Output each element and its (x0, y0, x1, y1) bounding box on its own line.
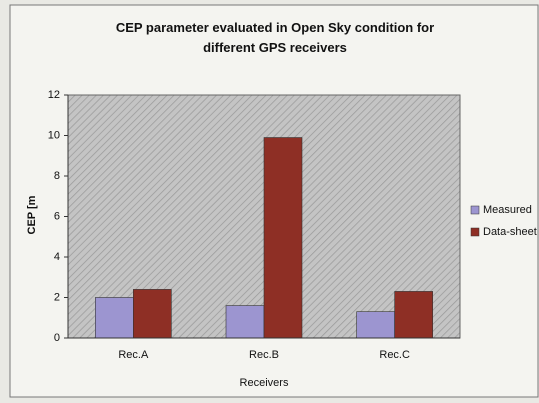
legend-swatch (470, 227, 480, 237)
y-tick-label: 0 (54, 332, 60, 344)
bar (394, 291, 433, 339)
y-tick-label: 12 (48, 89, 60, 101)
x-tick-label: Rec.C (379, 349, 410, 361)
x-tick-label: Rec.B (249, 349, 279, 361)
y-tick-label: 8 (54, 170, 60, 182)
y-tick-label: 10 (48, 129, 60, 141)
chart-title: CEP parameter evaluated in Open Sky cond… (115, 20, 435, 55)
x-tick-label: Rec.A (118, 349, 149, 361)
bar (356, 311, 395, 339)
bar (95, 297, 134, 339)
y-axis-label: CEP [m (26, 195, 38, 234)
legend-label: Measured (483, 204, 532, 216)
bar (133, 289, 172, 339)
legend-swatch (470, 205, 480, 215)
y-tick-label: 6 (54, 210, 60, 222)
y-tick-label: 4 (54, 251, 60, 263)
bar (263, 137, 303, 339)
x-axis-label: Receivers (240, 377, 289, 389)
bar (225, 305, 265, 339)
y-tick-label: 2 (54, 291, 60, 303)
legend-label: Data-sheet (483, 226, 537, 238)
